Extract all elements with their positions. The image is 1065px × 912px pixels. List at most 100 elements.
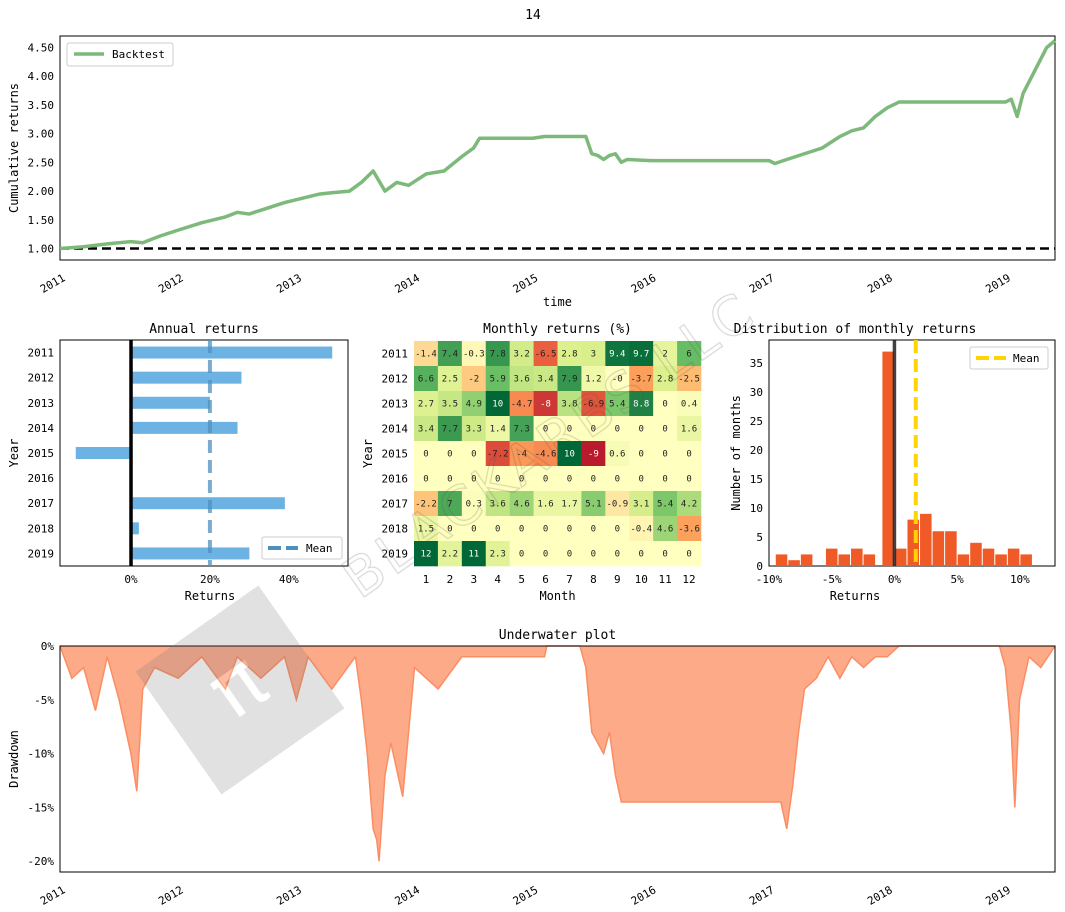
histogram-bar (851, 548, 863, 566)
heatmap-value: 3.4 (418, 425, 434, 435)
heatmap-value: 4.2 (681, 500, 697, 510)
heatmap-cell (533, 516, 558, 542)
y-tick-label: 2017 (28, 497, 55, 510)
heatmap-cell (461, 466, 487, 492)
heatmap-cell (533, 416, 558, 442)
y-axis-label: Cumulative returns (7, 83, 21, 213)
y-tick-label: 2017 (382, 498, 409, 511)
heatmap-cell (581, 541, 606, 567)
heatmap-value: 0 (638, 450, 643, 460)
heatmap-cell (461, 541, 487, 567)
heatmap-cell (557, 366, 582, 392)
heatmap-cell (677, 541, 702, 567)
heatmap-value: 0 (638, 425, 643, 435)
heatmap-cell (461, 441, 487, 467)
heatmap-cell (677, 491, 702, 517)
x-tick-label: 2014 (393, 271, 423, 296)
x-tick-label: 20% (200, 573, 220, 586)
heatmap-cell (437, 341, 463, 367)
legend-box (969, 346, 1049, 370)
heatmap-value: 0 (543, 475, 548, 485)
y-tick-label: 10 (750, 502, 763, 515)
heatmap-cell (605, 341, 630, 367)
heatmap-cell (414, 466, 439, 492)
y-tick-label: 2014 (382, 423, 409, 436)
y-tick-label: -20% (28, 855, 55, 868)
heatmap-cell (629, 541, 654, 567)
heatmap-cell (557, 516, 582, 542)
heatmap-cell (509, 541, 534, 567)
heatmap-value: 9.7 (633, 350, 649, 360)
heatmap-cell (629, 516, 654, 542)
heatmap-cell (437, 416, 463, 442)
y-tick-label: 20 (750, 444, 763, 457)
heatmap-value: 5.4 (609, 400, 625, 410)
histogram-bar (863, 554, 876, 566)
heatmap-value: -0.9 (606, 500, 628, 510)
heatmap-cell (461, 491, 487, 517)
heatmap-cell (485, 366, 510, 392)
heatmap-value: 0 (567, 475, 572, 485)
heatmap-cell (605, 391, 630, 417)
heatmap-cell (557, 466, 582, 492)
x-tick-label: 2017 (747, 883, 776, 908)
heatmap-value: 2.2 (442, 550, 458, 560)
heatmap-cell (437, 466, 463, 492)
heatmap-value: 0 (447, 450, 452, 460)
heatmap-value: 0 (662, 550, 667, 560)
histogram-bar (932, 531, 945, 566)
heatmap-cell (677, 466, 702, 492)
heatmap-value: 7.9 (561, 375, 577, 385)
y-tick-label: 0% (41, 640, 55, 653)
y-tick-label: 2019 (28, 547, 55, 560)
x-tick-label: 6 (542, 573, 549, 586)
heatmap-cell (581, 416, 606, 442)
legend-box (66, 42, 174, 67)
heatmap-value: 0 (567, 550, 572, 560)
heatmap-value: -6.9 (583, 400, 605, 410)
x-tick-label: 3 (470, 573, 477, 586)
heatmap-cell (605, 466, 630, 492)
annual-bar (131, 547, 250, 560)
heatmap-cell (677, 366, 702, 392)
histogram-bar (882, 351, 894, 566)
heatmap-value: 0 (638, 475, 643, 485)
heatmap-value: -1.4 (415, 350, 437, 360)
y-tick-label: 3.50 (28, 99, 55, 112)
histogram-bar (788, 560, 800, 566)
y-tick-label: 25 (750, 415, 763, 428)
heatmap-value: 3.6 (513, 375, 529, 385)
annual-bar (131, 371, 242, 384)
heatmap-cell (629, 366, 654, 392)
heatmap-cell (605, 516, 630, 542)
heatmap-value: 0 (543, 425, 548, 435)
heatmap-cell (414, 491, 439, 517)
x-tick-label: 2019 (983, 883, 1012, 908)
heatmap-value: 0 (567, 525, 572, 535)
heatmap-cell (677, 416, 702, 442)
annual-bar (75, 447, 132, 459)
heatmap-value: 3.3 (466, 425, 482, 435)
heatmap-value: 9.4 (609, 350, 625, 360)
heatmap-cell (677, 441, 702, 467)
heatmap-cell (581, 491, 606, 517)
underwater-panel: Underwater plot 0% -5% -10% -15% -20% 2011 2012… (7, 628, 1056, 908)
y-tick-label: 2.50 (28, 156, 55, 169)
heatmap-cell (509, 441, 534, 467)
heatmap-value: 7.8 (490, 350, 506, 360)
heatmap-value: 0 (615, 475, 620, 485)
histogram-bar (800, 554, 813, 566)
heatmap-cell (414, 441, 439, 467)
heatmap-value: 0.6 (609, 450, 625, 460)
heatmap-cell (629, 441, 654, 467)
heatmap-value: -0.4 (630, 525, 652, 535)
heatmap-value: 0 (662, 400, 667, 410)
y-tick-label: 2016 (382, 473, 409, 486)
heatmap-cell (485, 491, 510, 517)
annual-bar (131, 346, 333, 359)
heatmap-cell (557, 391, 582, 417)
heatmap-value: 0 (471, 475, 476, 485)
heatmap-cell (581, 391, 606, 417)
heatmap-cell (461, 366, 487, 392)
heatmap-value: 1.2 (585, 375, 601, 385)
